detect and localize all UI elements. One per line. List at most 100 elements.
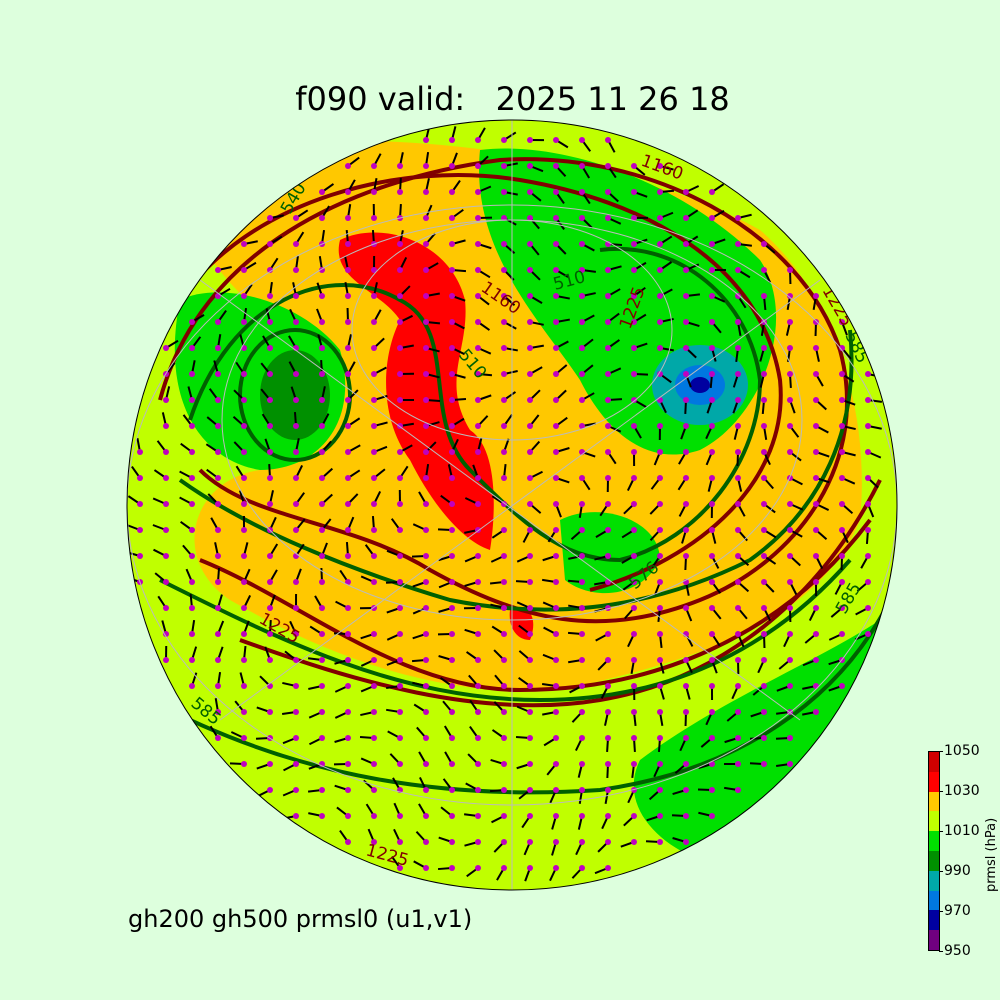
- wind-barb-dot: [579, 423, 585, 429]
- wind-barb-dot: [605, 423, 611, 429]
- wind-barb-dot: [319, 293, 325, 299]
- wind-barb-dot: [657, 345, 663, 351]
- wind-barb-dot: [631, 293, 637, 299]
- wind-barb-dot: [657, 553, 663, 559]
- wind-barb-dot: [553, 631, 559, 637]
- wind-barb-dot: [553, 865, 559, 871]
- wind-barb-dot: [241, 735, 247, 741]
- wind-barb-dot: [163, 475, 169, 481]
- wind-barb-dot: [735, 319, 741, 325]
- wind-barb-dot: [553, 319, 559, 325]
- wind-barb-dot: [475, 579, 481, 585]
- wind-barb-dot: [605, 813, 611, 819]
- wind-barb-dot: [631, 631, 637, 637]
- wind-barb-dot: [215, 735, 221, 741]
- wind-barb-dot: [345, 397, 351, 403]
- wind-barb-dot: [475, 397, 481, 403]
- wind-barb-dot: [345, 657, 351, 663]
- wind-barb-dot: [501, 475, 507, 481]
- wind-barb-dot: [787, 319, 793, 325]
- wind-barb-dot: [319, 475, 325, 481]
- wind-barb-dot: [449, 371, 455, 377]
- wind-barb-dot: [579, 813, 585, 819]
- colorbar-segment: [929, 890, 939, 911]
- wind-barb-dot: [605, 475, 611, 481]
- wind-barb-dot: [189, 527, 195, 533]
- wind-barb-dot: [709, 449, 715, 455]
- wind-barb-dot: [839, 527, 845, 533]
- wind-barb-dot: [501, 397, 507, 403]
- wind-barb-dot: [735, 787, 741, 793]
- wind-barb-dot: [579, 345, 585, 351]
- wind-barb-dot: [709, 683, 715, 689]
- wind-barb-dot: [215, 475, 221, 481]
- wind-barb-dot: [683, 605, 689, 611]
- wind-barb-dot: [501, 657, 507, 663]
- wind-barb-dot: [293, 761, 299, 767]
- wind-barb-dot: [293, 319, 299, 325]
- colorbar-tick: 990: [939, 863, 971, 879]
- wind-barb-dot: [293, 709, 299, 715]
- wind-barb-dot: [215, 553, 221, 559]
- wind-barb-dot: [423, 293, 429, 299]
- wind-barb-dot: [683, 709, 689, 715]
- wind-barb-dot: [241, 657, 247, 663]
- wind-barb-dot: [345, 579, 351, 585]
- wind-barb-dot: [163, 397, 169, 403]
- wind-barb-dot: [553, 163, 559, 169]
- wind-barb-dot: [657, 657, 663, 663]
- wind-barb-dot: [293, 527, 299, 533]
- wind-barb-dot: [553, 657, 559, 663]
- wind-barb-dot: [709, 501, 715, 507]
- colorbar-segment: [929, 851, 939, 871]
- wind-barb-dot: [189, 449, 195, 455]
- wind-barb-dot: [527, 839, 533, 845]
- wind-barb-dot: [345, 813, 351, 819]
- wind-barb-dot: [241, 423, 247, 429]
- wind-barb-dot: [475, 735, 481, 741]
- wind-barb-dot: [397, 397, 403, 403]
- wind-barb-dot: [579, 553, 585, 559]
- wind-barb-dot: [449, 137, 455, 143]
- wind-barb-dot: [787, 761, 793, 767]
- wind-barb-dot: [683, 189, 689, 195]
- wind-barb-dot: [423, 761, 429, 767]
- wind-barb-dot: [449, 761, 455, 767]
- wind-barb-dot: [397, 605, 403, 611]
- wind-barb-dot: [345, 215, 351, 221]
- wind-barb-dot: [735, 709, 741, 715]
- wind-barb-dot: [449, 657, 455, 663]
- wind-barb-dot: [423, 683, 429, 689]
- wind-barb-dot: [787, 605, 793, 611]
- wind-barb-dot: [215, 319, 221, 325]
- wind-barb-dot: [579, 631, 585, 637]
- wind-barb-dot: [709, 553, 715, 559]
- wind-barb-dot: [189, 605, 195, 611]
- wind-barb-dot: [683, 839, 689, 845]
- wind-barb-dot: [475, 787, 481, 793]
- wind-barb-dot: [371, 501, 377, 507]
- wind-barb-dot: [735, 449, 741, 455]
- wind-barb-dot: [241, 319, 247, 325]
- wind-barb-dot: [657, 293, 663, 299]
- wind-barb-dot: [501, 761, 507, 767]
- wind-barb-dot: [397, 501, 403, 507]
- wind-barb-dot: [787, 631, 793, 637]
- wind-barb-dot: [709, 527, 715, 533]
- wind-barb-dot: [397, 345, 403, 351]
- wind-barb-dot: [813, 397, 819, 403]
- wind-barb-dot: [163, 657, 169, 663]
- wind-barb-dot: [215, 527, 221, 533]
- wind-barb-dot: [293, 735, 299, 741]
- wind-barb-dot: [631, 527, 637, 533]
- wind-barb-dot: [735, 371, 741, 377]
- wind-barb-dot: [657, 189, 663, 195]
- wind-barb-dot: [501, 527, 507, 533]
- wind-barb-dot: [475, 319, 481, 325]
- wind-barb-dot: [605, 397, 611, 403]
- wind-barb-dot: [319, 709, 325, 715]
- wind-barb-dot: [813, 579, 819, 585]
- wind-barb-dot: [501, 709, 507, 715]
- wind-barb-dot: [215, 371, 221, 377]
- wind-barb-dot: [319, 501, 325, 507]
